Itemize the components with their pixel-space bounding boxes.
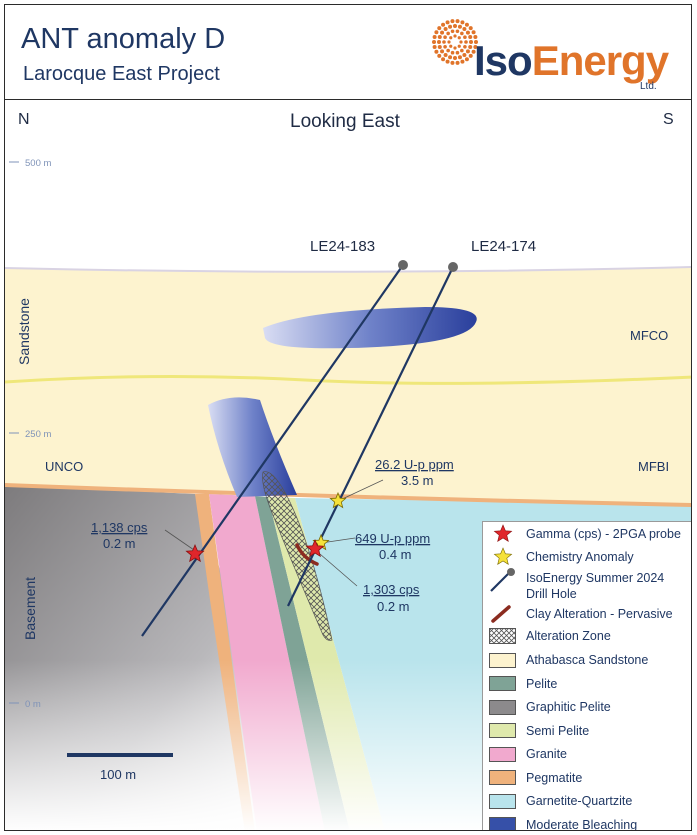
sandstone-zone-label: Sandstone (16, 298, 32, 365)
legend-item-garnetite-quartzite: Garnetite-Quartzite (489, 791, 632, 811)
athabasca-sandstone-layer (5, 267, 691, 505)
mfco-label: MFCO (630, 328, 668, 343)
scale-bar (67, 753, 173, 757)
bleaching-body-upper (263, 307, 477, 349)
legend-label: Graphitic Pelite (526, 700, 611, 714)
legend: Gamma (cps) - 2PGA probe Chemistry Anoma… (482, 521, 691, 831)
ground-surface (5, 266, 691, 273)
legend-item-pegmatite: Pegmatite (489, 768, 582, 788)
leader-a4 (164, 529, 195, 551)
legend-label: Pelite (526, 676, 558, 691)
drill-hole-icon (489, 568, 516, 592)
figure-subtitle: Larocque East Project (23, 63, 220, 85)
basement-zone-label: Basement (22, 577, 38, 640)
south-label: S (663, 111, 674, 128)
alteration-zone (262, 471, 333, 641)
legend-item-semi-pelite: Semi Pelite (489, 721, 589, 741)
figure-title: ANT anomaly D (21, 23, 226, 55)
clay-alteration (295, 543, 319, 566)
elevation-500: 500 m (25, 158, 51, 169)
legend-item-granite: Granite (489, 744, 567, 764)
crosshatch-icon (489, 626, 516, 646)
red-star-icon (489, 524, 516, 544)
logo-ltd: Ltd. (640, 81, 657, 92)
legend-label: Granite (526, 747, 567, 761)
scale-bar-label: 100 m (100, 767, 137, 782)
hole-label-le24-174: LE24-174 (471, 238, 536, 255)
legend-label: IsoEnergy Summer 2024 (526, 571, 665, 585)
legend-label-group: IsoEnergy Summer 2024 Drill Hole (526, 570, 664, 602)
legend-label: Clay Alteration - Pervasive (526, 607, 673, 621)
legend-label-line2: Drill Hole (526, 587, 577, 601)
legend-item-moderate-bleaching: Moderate Bleaching (489, 815, 638, 831)
legend-label: Pegmatite (526, 770, 583, 785)
legend-item-clay: Clay Alteration - Pervasive (489, 604, 673, 624)
legend-swatch (489, 817, 516, 830)
north-label: N (18, 111, 30, 128)
hole-label-le24-183: LE24-183 (310, 238, 375, 255)
legend-item-athabasca-sandstone: Athabasca Sandstone (489, 650, 648, 670)
bleaching-body-lower (208, 397, 297, 497)
legend-label: Athabasca Sandstone (526, 653, 649, 667)
annotation-1-width: 3.5 m (401, 473, 434, 488)
annotation-2-width: 0.4 m (379, 547, 412, 562)
elevation-ticks (9, 161, 19, 704)
unconformity-surface (5, 483, 691, 507)
legend-swatch (489, 652, 516, 668)
legend-swatch (489, 793, 516, 809)
annotation-3-value: 1,303 cps (363, 582, 420, 597)
annotation-3-width: 0.2 m (377, 599, 410, 614)
unconformity-marker-line (5, 374, 691, 385)
annotation-1-value: 26.2 U-p ppm (375, 457, 454, 472)
legend-item-alteration-zone: Alteration Zone (489, 626, 611, 646)
leader-a1 (337, 479, 384, 502)
annotation-4-value: 1,138 cps (91, 520, 148, 535)
legend-item-pelite: Pelite (489, 674, 557, 694)
sun-dots-icon (432, 19, 478, 65)
legend-swatch (489, 676, 516, 691)
chemistry-anomaly-star (329, 491, 347, 509)
elevation-250: 250 m (25, 429, 51, 440)
legend-label: Moderate Bleaching (526, 817, 638, 831)
logo-wordmark: IsoEnergy (474, 37, 669, 85)
legend-label: Gamma (cps) - 2PGA probe (526, 527, 681, 541)
gamma-anomaly-star (305, 538, 325, 558)
header: ANT anomaly D Larocque East Project IsoE… (5, 5, 691, 100)
legend-label: Alteration Zone (526, 629, 611, 643)
logo-energy: Energy (531, 37, 669, 84)
legend-label: Semi Pelite (526, 723, 590, 738)
legend-swatch (489, 770, 516, 785)
legend-swatch (489, 699, 516, 715)
legend-item-graphitic-pelite: Graphitic Pelite (489, 697, 611, 717)
clay-alteration-icon (489, 604, 516, 624)
unco-label: UNCO (45, 459, 83, 474)
annotation-4-width: 0.2 m (103, 536, 136, 551)
legend-item-drill-hole: IsoEnergy Summer 2024 Drill Hole (489, 568, 664, 606)
legend-label: Chemistry Anomaly (526, 550, 634, 564)
legend-item-gamma: Gamma (cps) - 2PGA probe (489, 524, 681, 544)
legend-label: Garnetite-Quartzite (526, 794, 633, 808)
annotation-2-value: 649 U-p ppm (355, 531, 430, 546)
legend-swatch (489, 746, 516, 762)
legend-item-chemistry: Chemistry Anomaly (489, 547, 634, 567)
legend-swatch (489, 723, 516, 738)
gamma-anomaly-star (185, 543, 205, 563)
elevation-0: 0 m (25, 699, 41, 710)
logo-iso: Iso (474, 37, 533, 84)
yellow-star-icon (489, 547, 516, 567)
figure-frame: ANT anomaly D Larocque East Project IsoE… (4, 4, 692, 831)
mfbi-label: MFBI (638, 459, 669, 474)
drill-hole-le24-183 (141, 264, 404, 637)
view-direction: Looking East (290, 111, 401, 132)
collar-le24-183 (398, 260, 408, 270)
isoenergy-logo: IsoEnergy Ltd. (430, 17, 680, 95)
collar-le24-174 (448, 262, 458, 272)
leader-a3 (319, 553, 358, 587)
